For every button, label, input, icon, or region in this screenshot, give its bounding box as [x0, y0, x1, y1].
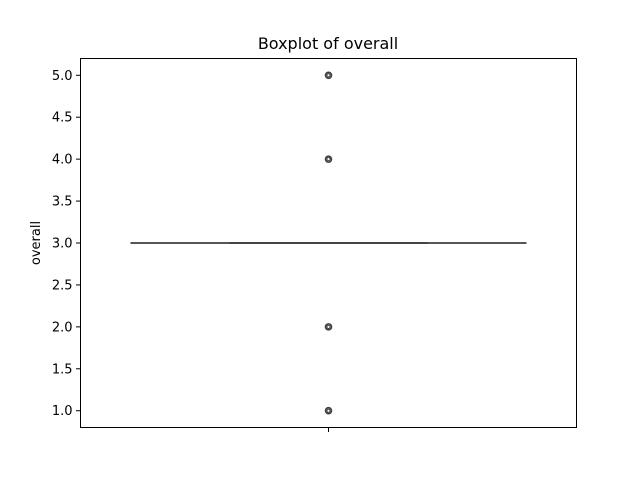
outlier-point-inner	[326, 73, 331, 78]
y-tick-label: 5.0	[52, 69, 73, 84]
y-tick-label: 1.0	[52, 404, 73, 419]
outlier-point	[324, 71, 333, 80]
y-tick-label: 3.0	[52, 237, 73, 252]
box-group	[130, 71, 527, 415]
outlier-point	[324, 155, 333, 163]
y-tick-label: 4.5	[52, 111, 73, 126]
y-tick-label: 4.0	[52, 153, 73, 168]
y-tick-label: 2.5	[52, 278, 73, 293]
y-tick-label: 3.5	[52, 195, 73, 210]
y-tick-label: 2.0	[52, 320, 73, 335]
outlier-point	[324, 323, 333, 331]
y-axis-ticks: 1.0 1.5 2.0 2.5 3.0 3.5 4.0 4.5 5.0	[52, 69, 81, 419]
outlier-point-inner	[326, 324, 331, 329]
y-tick-label: 1.5	[52, 362, 73, 377]
outlier-point-inner	[326, 157, 331, 162]
y-axis-label: overall	[29, 221, 44, 265]
plot-frame	[80, 58, 577, 428]
outlier-point-inner	[326, 408, 331, 413]
outlier-point	[324, 406, 333, 415]
chart-title: Boxplot of overall	[258, 34, 398, 53]
